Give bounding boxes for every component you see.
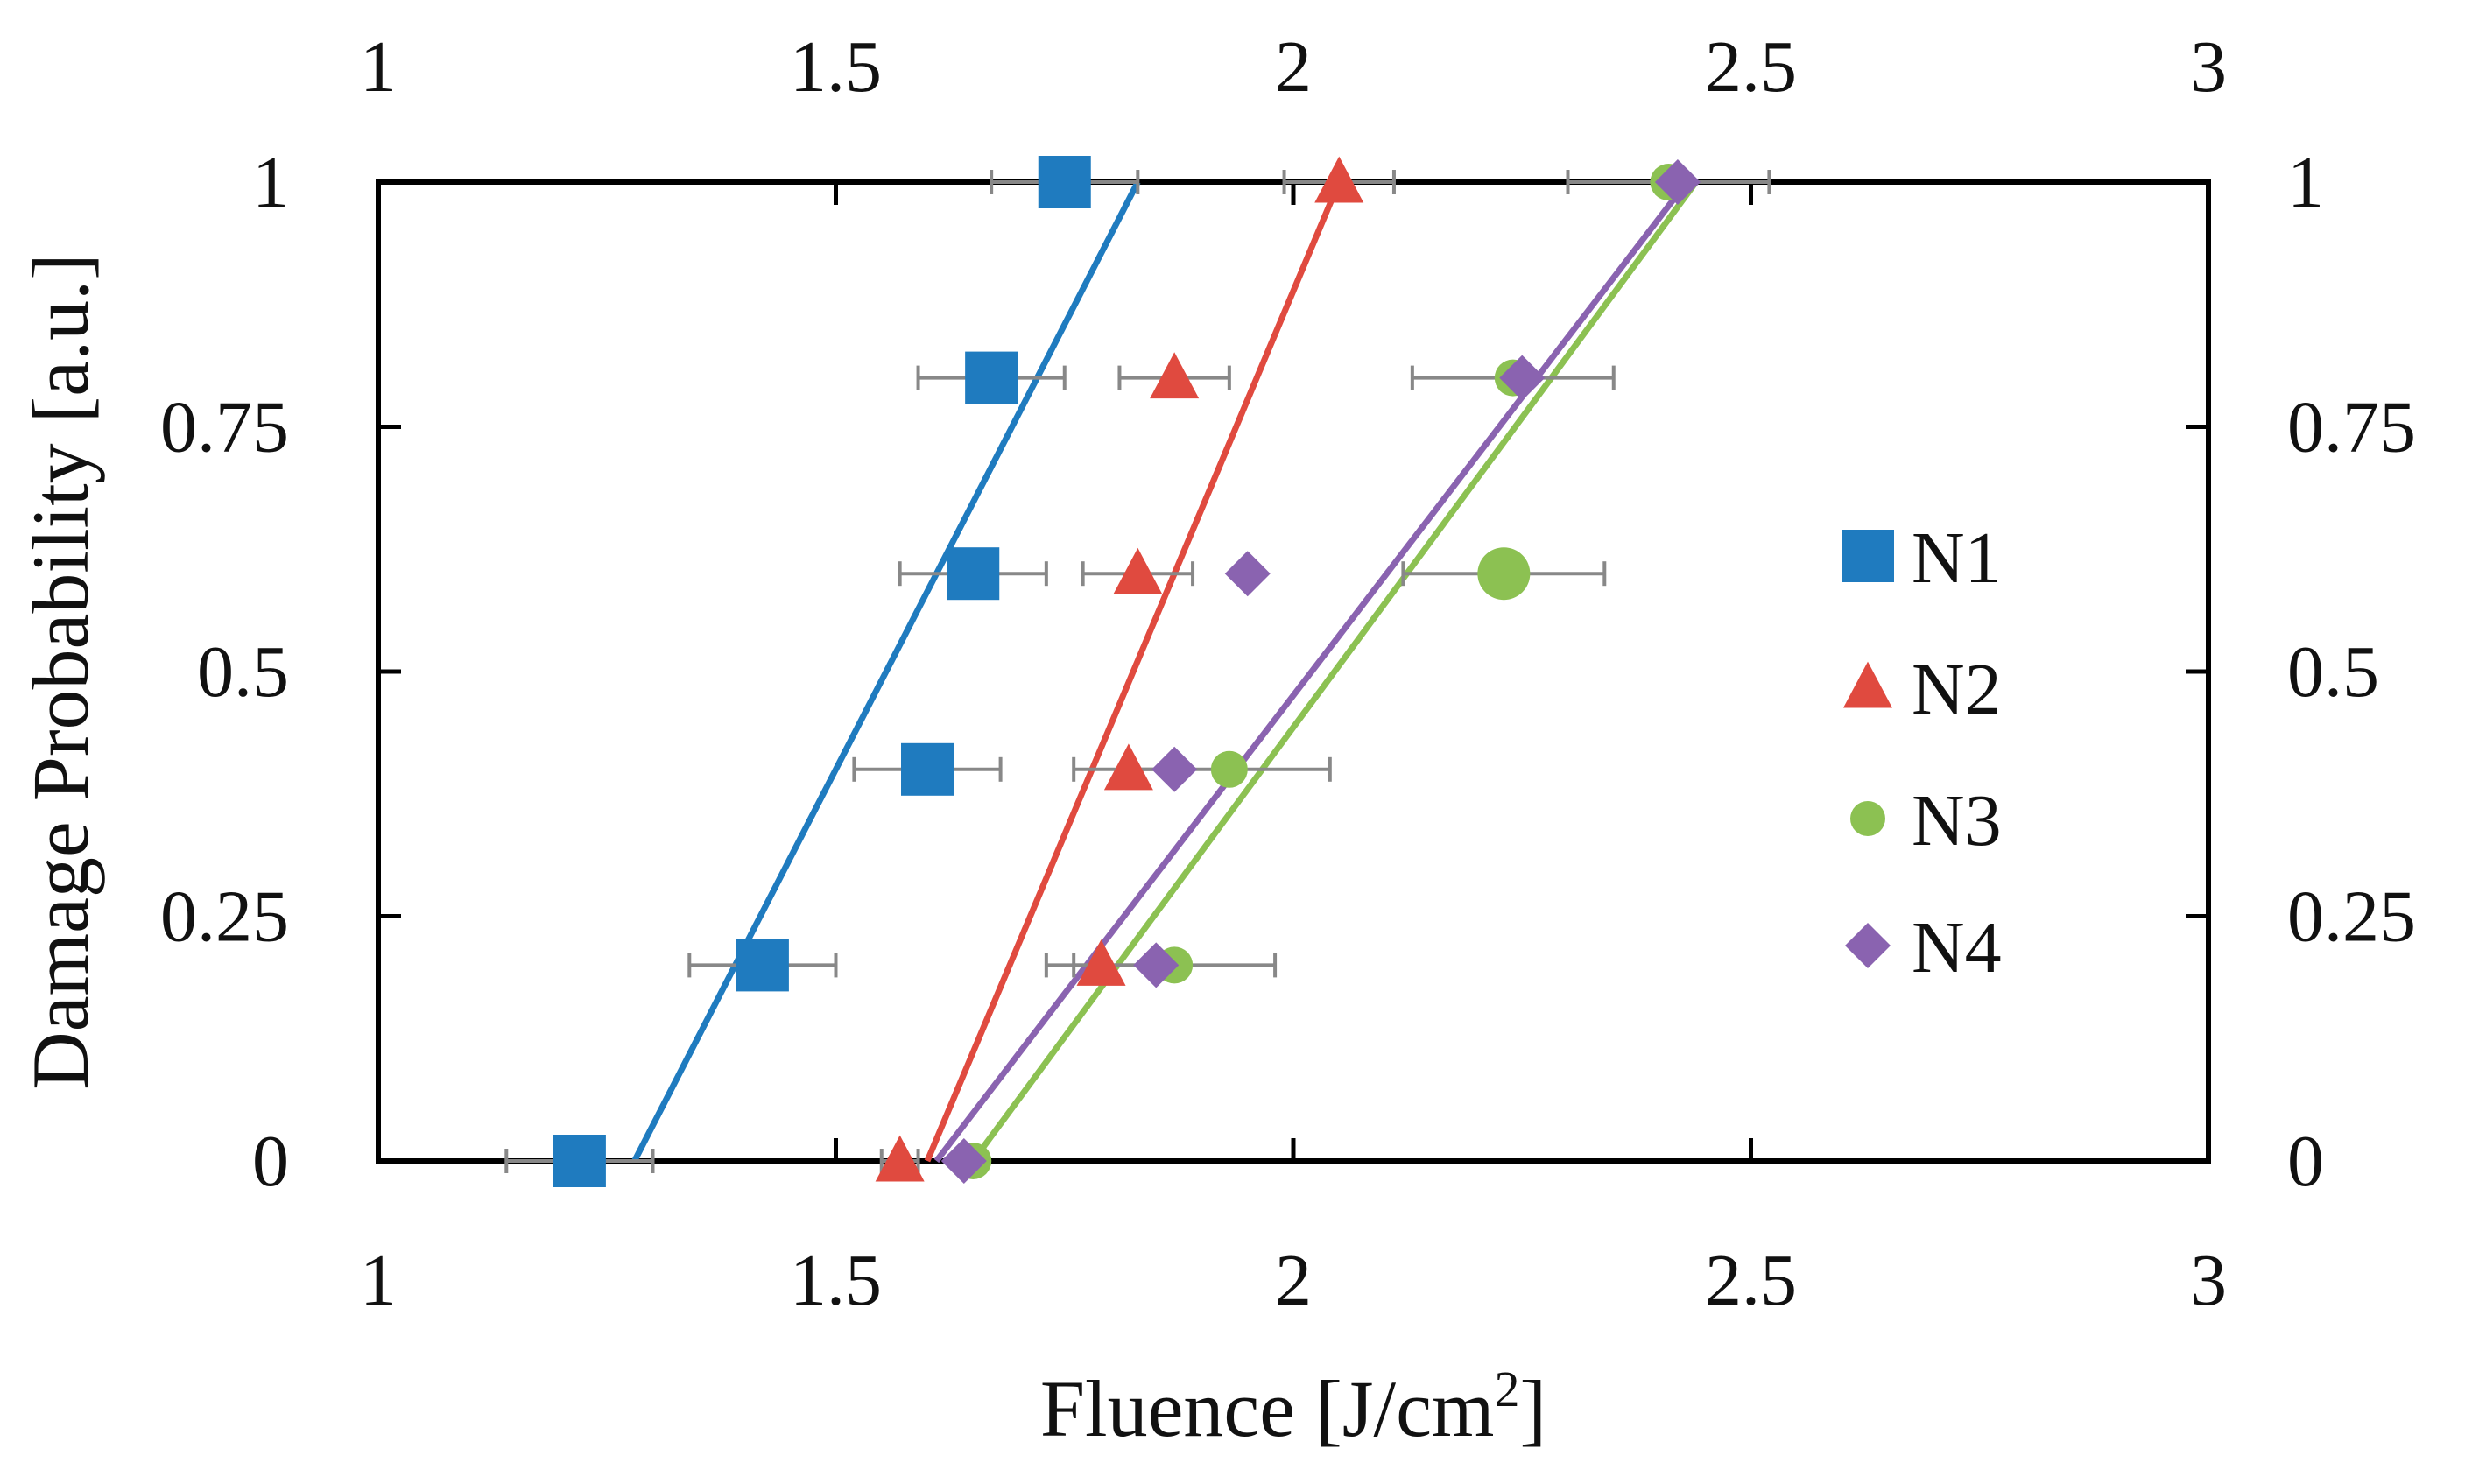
legend-label-n1: N1 (1912, 517, 2002, 599)
fit-line-n4 (933, 179, 1690, 1164)
legend-marker-n4 (1845, 923, 1891, 968)
x-tick-label-bottom: 3 (2190, 1240, 2227, 1321)
x-axis-title: Fluence [J/cm2] (1040, 1361, 1546, 1453)
x-tick-label-bottom: 1.5 (790, 1240, 882, 1321)
data-point-n3 (1477, 547, 1531, 601)
data-point-n1 (736, 939, 789, 992)
data-point-n3 (1210, 750, 1248, 788)
x-tick-label-top: 1 (360, 26, 397, 108)
legend-label-n3: N3 (1912, 780, 2002, 862)
data-point-n1 (947, 547, 1000, 601)
legend-marker-n2 (1843, 661, 1892, 708)
y-tick-label-left: 1 (252, 142, 289, 223)
y-tick-label-right: 0.75 (2287, 387, 2416, 468)
y-tick-label-right: 0.25 (2287, 876, 2416, 958)
y-tick-label-right: 0.5 (2287, 631, 2379, 713)
data-point-n1 (965, 351, 1018, 404)
data-point-n2 (1150, 352, 1200, 399)
x-tick-label-bottom: 1 (360, 1240, 397, 1321)
data-point-n4 (1224, 551, 1271, 597)
x-tick-label-top: 3 (2190, 26, 2227, 108)
fit-line-n1 (631, 180, 1141, 1163)
fit-line-n3 (970, 179, 1699, 1164)
x-tick-label-top: 1.5 (790, 26, 882, 108)
x-tick-label-top: 2.5 (1705, 26, 1797, 108)
data-point-n4 (1133, 942, 1180, 988)
y-tick-label-left: 0.5 (197, 631, 289, 713)
data-point-n2 (1076, 939, 1126, 986)
x-axis-title-main: Fluence [J/cm (1040, 1364, 1495, 1453)
legend: N1 N2 N3 N4 (1842, 517, 2002, 988)
data-markers (553, 156, 1701, 1187)
data-point-n4 (1499, 355, 1546, 401)
data-point-n1 (901, 742, 954, 796)
data-point-n4 (1151, 746, 1198, 792)
data-point-n1 (553, 1135, 606, 1187)
data-point-n2 (1113, 547, 1163, 594)
x-axis-title-suffix: ] (1519, 1364, 1546, 1453)
legend-label-n2: N2 (1912, 649, 2002, 730)
data-point-n2 (1314, 156, 1364, 203)
data-point-n4 (940, 1138, 987, 1184)
x-tick-label-bottom: 2.5 (1705, 1240, 1797, 1321)
data-point-n2 (875, 1135, 925, 1182)
y-tick-label-left: 0.25 (160, 876, 289, 958)
x-axis-title-superscript: 2 (1494, 1361, 1519, 1417)
legend-marker-n1 (1842, 530, 1894, 582)
y-tick-label-right: 1 (2287, 142, 2324, 223)
y-tick-label-left: 0 (252, 1121, 289, 1202)
x-tick-label-top: 2 (1275, 26, 1312, 108)
x-tick-label-bottom: 2 (1275, 1240, 1312, 1321)
legend-label-n4: N4 (1912, 907, 2002, 988)
legend-marker-n3 (1850, 801, 1885, 836)
y-tick-label-left: 0.75 (160, 387, 289, 468)
data-point-n4 (1654, 159, 1701, 205)
y-tick-label-right: 0 (2287, 1121, 2324, 1202)
fit-line-n2 (924, 180, 1342, 1163)
axis-ticks (376, 179, 2211, 1164)
data-point-n2 (1103, 743, 1153, 791)
fit-lines (631, 179, 1699, 1164)
data-point-n1 (1038, 156, 1091, 208)
y-axis-title: Damage Probability [a.u.] (16, 253, 105, 1090)
